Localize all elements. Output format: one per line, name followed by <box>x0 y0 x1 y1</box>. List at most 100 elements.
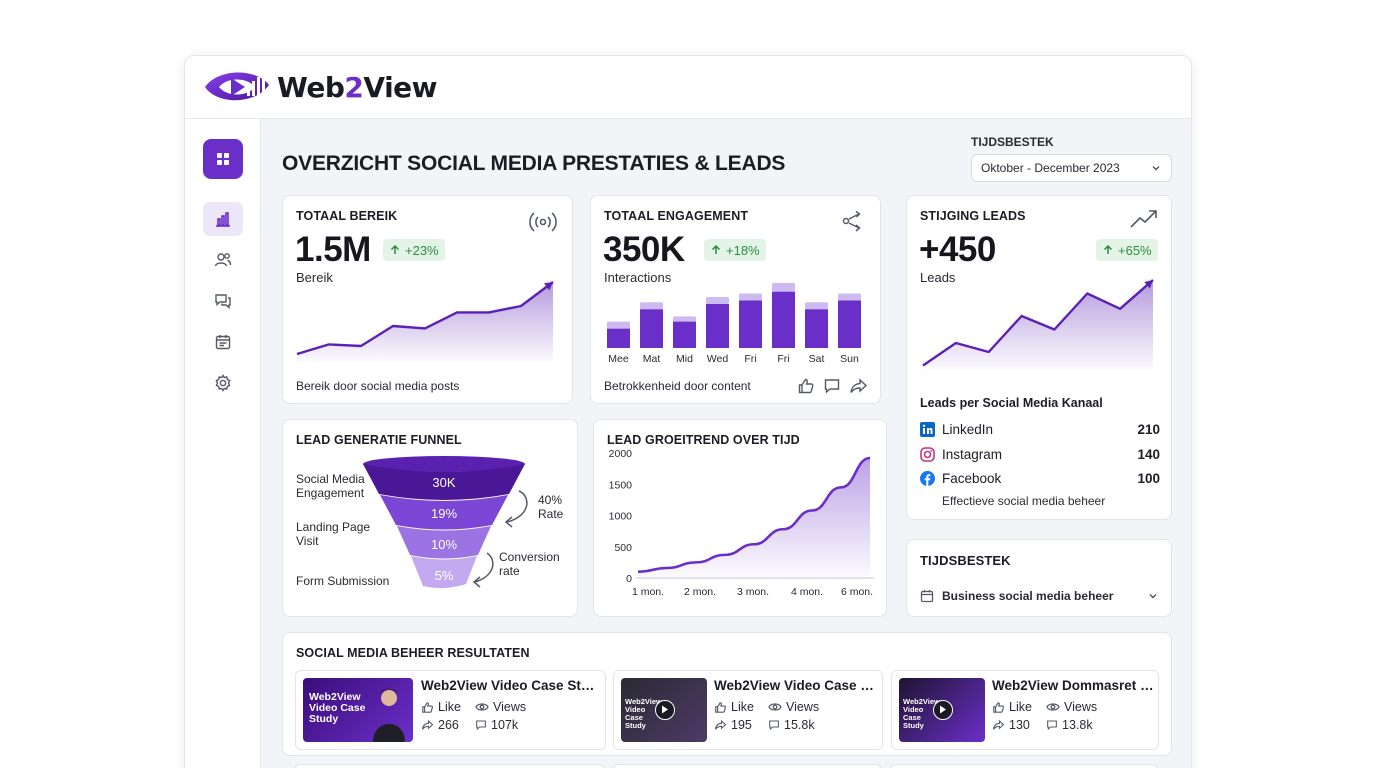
funnel-stage-value: 5% <box>435 568 454 583</box>
video-thumbnail[interactable]: Web2View Video Case Study <box>621 678 707 742</box>
video-thumbnail[interactable]: Web2View Video Case Study <box>899 678 985 742</box>
eye-icon <box>1046 703 1060 711</box>
bar <box>805 309 828 348</box>
eye-icon <box>768 703 782 711</box>
x-tick-label: Sat <box>809 353 825 365</box>
kanaal-row-linkedin[interactable]: LinkedIn 210 <box>920 419 1160 439</box>
area-fill <box>297 282 553 362</box>
kpi-card-bereik: TOTAAL BEREIK 1.5M +23% Bereik Bereik do… <box>282 195 573 404</box>
calendar-icon <box>920 590 934 603</box>
range-select[interactable]: Oktober - December 2023 <box>971 154 1172 182</box>
chevron-down-icon <box>1152 166 1160 171</box>
top-bar: Web2View <box>185 56 1191 119</box>
bar-top-segment <box>706 296 729 304</box>
tijdsbestek-card: TIJDSBESTEK Business social media beheer <box>906 539 1172 617</box>
kanaal-row-instagram[interactable]: Instagram 140 <box>920 444 1160 464</box>
card-footer: Betrokkenheid door content <box>604 379 751 393</box>
sidebar-item-messages[interactable] <box>203 284 243 318</box>
views-stat: Views <box>475 700 526 714</box>
y-tick-label: 2000 <box>609 448 633 460</box>
like-stat[interactable]: Like <box>421 700 461 714</box>
kpi-value: 350K <box>603 230 685 269</box>
y-tick-label: 500 <box>614 542 632 554</box>
video-card[interactable]: Web2View Video Case Study Web2View Domma… <box>891 670 1159 750</box>
arrow-up-icon <box>390 244 400 254</box>
like-stat[interactable]: Like <box>992 700 1032 714</box>
video-title[interactable]: Web2View Video Case S... <box>714 678 878 693</box>
card-title: TOTAAL BEREIK <box>296 209 398 223</box>
app-window: Web2View <box>184 55 1192 768</box>
views-count: 107k <box>475 718 518 732</box>
arrow-up-icon <box>711 244 721 254</box>
kpi-unit: Leads <box>920 270 956 285</box>
bar-top-segment <box>838 293 861 301</box>
sidebar-item-dashboard[interactable] <box>203 139 243 179</box>
thumbs-up-icon <box>422 701 433 713</box>
users-icon <box>214 253 232 267</box>
logo[interactable]: Web2View <box>203 65 438 109</box>
conversion-label: Conversion rate <box>499 550 560 578</box>
x-tick-label: Sun <box>840 353 859 365</box>
bar <box>607 328 630 348</box>
page-title: OVERZICHT SOCIAL MEDIA PRESTATIES & LEAD… <box>282 152 786 175</box>
funnel-stage-value: 10% <box>431 537 457 552</box>
results-card: SOCIAL MEDIA BEHEER RESULTATEN Web2View … <box>282 632 1172 756</box>
share-count: 195 <box>714 718 752 732</box>
change-badge: +23% <box>383 239 445 261</box>
change-badge: +18% <box>704 239 766 261</box>
x-tick-label: 2 mon. <box>684 586 716 598</box>
comment-icon <box>769 720 779 731</box>
sidebar-item-settings[interactable] <box>203 366 243 400</box>
funnel-stage-label: Social Media Engagement <box>296 472 365 500</box>
video-card[interactable]: Web2View Video Case Study Web2View Video… <box>613 670 883 750</box>
area-fill <box>923 280 1153 370</box>
x-tick-label: Wed <box>707 353 729 365</box>
share-arrows-icon <box>842 210 861 232</box>
share-icon[interactable] <box>849 377 868 395</box>
grid-icon <box>217 153 229 165</box>
bar-chart-icon <box>216 212 230 227</box>
funnel-stage-1 <box>363 464 525 500</box>
views-stat: Views <box>768 700 819 714</box>
thumbs-up-icon[interactable] <box>797 377 815 395</box>
video-card[interactable]: Web2View Video Case Study Web2View Video… <box>295 670 606 750</box>
y-tick-label: 0 <box>626 573 632 585</box>
funnel-stage-3 <box>397 526 491 559</box>
card-title: STIJGING LEADS <box>920 209 1026 223</box>
funnel-stage-label: Landing Page Visit <box>296 520 371 548</box>
engagement-bar-chart: Mee Mat Mid Wed Fri Fri Sat Sun <box>607 282 861 365</box>
instagram-icon <box>920 446 935 462</box>
sidebar-item-analytics[interactable] <box>203 202 243 236</box>
kanaal-row-facebook[interactable]: Facebook 100 <box>920 468 1160 488</box>
tijdsbestek-select[interactable]: Business social media beheer <box>920 586 1160 606</box>
video-card-partial <box>294 764 605 768</box>
sidebar-item-calendar[interactable] <box>203 325 243 359</box>
share-count: 266 <box>421 718 459 732</box>
thumbnail-text: Web2View Video Case Study <box>309 691 366 725</box>
like-stat[interactable]: Like <box>714 700 754 714</box>
y-tick-label: 1500 <box>609 479 633 491</box>
play-button[interactable] <box>933 700 953 720</box>
trend-arrowhead <box>544 282 553 291</box>
x-tick-label: 1 mon. <box>632 586 664 598</box>
sidebar-item-users[interactable] <box>203 243 243 277</box>
video-title[interactable]: Web2View Video Case Study <box>421 678 601 693</box>
funnel-stage-value: 19% <box>431 506 457 521</box>
bar-top-segment <box>673 316 696 322</box>
comment-icon[interactable] <box>823 377 841 395</box>
bar <box>673 321 696 348</box>
video-thumbnail[interactable]: Web2View Video Case Study <box>303 678 413 742</box>
gear-icon <box>215 374 231 392</box>
thumbs-up-icon <box>715 701 726 713</box>
card-title: SOCIAL MEDIA BEHEER RESULTATEN <box>296 646 530 660</box>
linkedin-icon <box>920 421 935 437</box>
play-button[interactable] <box>655 700 675 720</box>
video-title[interactable]: Web2View Dommasret S... <box>992 678 1154 693</box>
funnel-stage-4 <box>411 556 477 589</box>
funnel-stage-2 <box>380 495 508 530</box>
card-footer: Effectieve social media beheer <box>942 494 1106 508</box>
views-stat: Views <box>1046 700 1097 714</box>
calendar-icon <box>215 335 231 350</box>
play-icon <box>940 705 946 714</box>
logo-text: Web2View <box>277 70 438 104</box>
